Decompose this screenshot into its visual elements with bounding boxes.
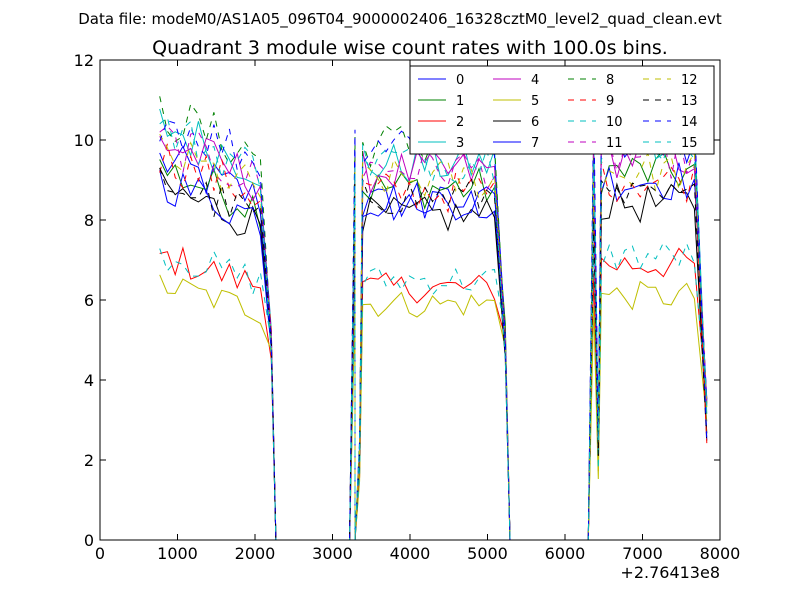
y-tick-label: 10 — [74, 131, 94, 150]
chart-title: Quadrant 3 module wise count rates with … — [152, 37, 668, 59]
y-tick-label: 8 — [84, 211, 94, 230]
y-tick-label: 4 — [84, 371, 94, 390]
x-tick-label: 5000 — [467, 544, 508, 563]
y-tick-label: 6 — [84, 291, 94, 310]
legend-label-8: 8 — [606, 73, 614, 88]
y-tick-label: 2 — [84, 451, 94, 470]
legend-label-14: 14 — [681, 115, 698, 130]
legend-label-11: 11 — [606, 136, 623, 151]
series-line-4 — [159, 134, 708, 541]
legend-label-9: 9 — [606, 94, 614, 109]
legend-box — [409, 65, 715, 155]
y-tick-label: 12 — [74, 51, 94, 70]
legend-label-0: 0 — [456, 73, 464, 88]
series-line-9 — [159, 143, 708, 541]
x-tick-label: 6000 — [545, 544, 586, 563]
series-line-5 — [159, 274, 708, 541]
series-line-2 — [159, 246, 708, 541]
legend-label-13: 13 — [681, 94, 698, 109]
legend-label-6: 6 — [531, 115, 539, 130]
legend-label-15: 15 — [681, 136, 698, 151]
series-line-13 — [159, 167, 708, 541]
x-tick-label: 3000 — [312, 544, 353, 563]
legend-label-10: 10 — [606, 115, 623, 130]
datafile-label: Data file: modeM0/AS1A05_096T04_90000024… — [78, 10, 722, 29]
y-tick-label: 0 — [84, 531, 94, 550]
x-offset-label: +2.76413e8 — [620, 563, 720, 582]
x-tick-label: 7000 — [622, 544, 663, 563]
series-line-6 — [159, 167, 708, 541]
axis-ticks: 0 1000 2000 3000 4000 5000 6000 7000 80000246810… — [74, 51, 741, 563]
legend-label-12: 12 — [681, 73, 698, 88]
legend-label-7: 7 — [531, 136, 539, 151]
series-line-11 — [159, 125, 708, 541]
x-tick-label: 2000 — [235, 544, 276, 563]
series-line-15 — [159, 116, 708, 541]
legend-label-4: 4 — [531, 73, 539, 88]
legend-label-1: 1 — [456, 94, 464, 109]
series-line-12 — [159, 133, 708, 541]
series-line-7 — [159, 162, 708, 541]
x-tick-label: 8000 — [700, 544, 741, 563]
x-tick-label: 1000 — [157, 544, 198, 563]
series-line-8 — [159, 96, 708, 541]
series-line-1 — [159, 149, 708, 541]
legend-label-2: 2 — [456, 115, 464, 130]
legend-label-3: 3 — [456, 136, 464, 151]
legend-label-5: 5 — [531, 94, 539, 109]
x-tick-label: 0 — [95, 544, 105, 563]
series-line-10 — [159, 241, 708, 541]
x-tick-label: 4000 — [390, 544, 431, 563]
series-lines — [159, 96, 708, 541]
